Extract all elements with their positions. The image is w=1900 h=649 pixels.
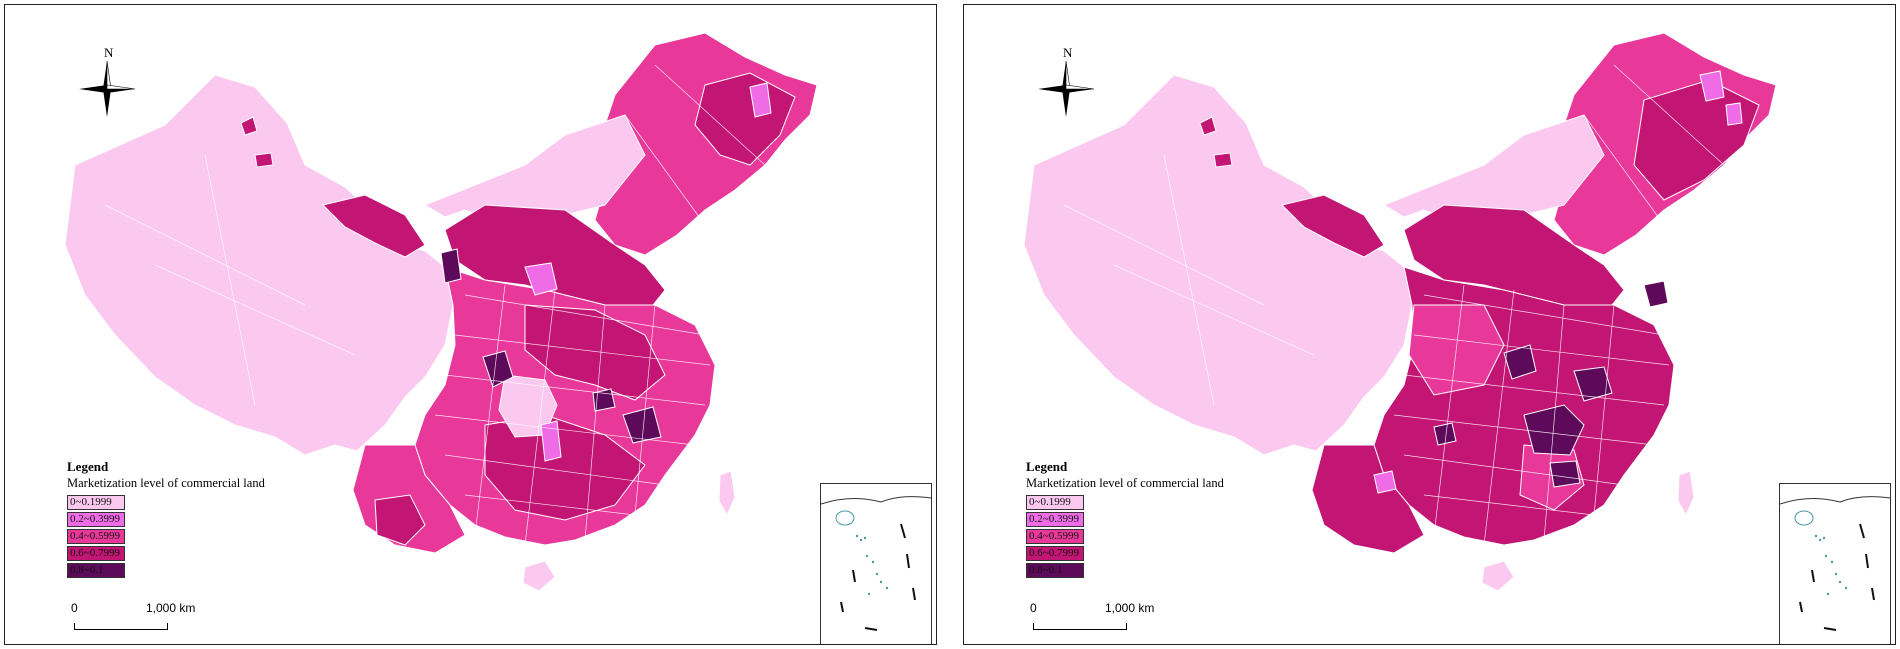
scale-distance-label: 1,000 km	[146, 601, 196, 615]
legend-label: 0.6~0.7999	[1029, 547, 1079, 559]
legend-label: 0.8~0.1	[70, 564, 104, 576]
legend-label: 0.2~0.3999	[70, 513, 120, 525]
north-arrow: N	[1036, 45, 1096, 125]
legend-swatch: 0.6~0.7999	[67, 546, 125, 561]
county-boundaries	[104, 64, 766, 546]
region-darkest-3	[622, 406, 662, 444]
region-darkest-3	[1573, 366, 1613, 402]
south-china-sea-inset	[1779, 483, 1891, 644]
region-darkest-5	[1433, 422, 1457, 446]
legend-item: 0.6~0.7999	[1026, 545, 1224, 562]
region-small-1	[1199, 116, 1217, 136]
legend-label: 0.6~0.7999	[70, 547, 120, 559]
region-darkest-1	[482, 350, 514, 388]
region-central-dark-1	[524, 304, 666, 401]
legend-swatch: 0~0.1999	[67, 495, 125, 510]
legend-item: 0.8~0.1	[1026, 562, 1224, 579]
north-arrow: N	[77, 45, 137, 125]
legend-swatch: 0.8~0.1	[67, 563, 125, 578]
legend-classes: 0~0.1999 0.2~0.3999 0.4~0.5999 0.6~0.7999 0.…	[1026, 494, 1224, 579]
region-gansu	[322, 194, 426, 258]
scale-line	[74, 623, 168, 630]
inset-map	[820, 496, 932, 631]
region-northeast-dark	[694, 72, 796, 166]
legend-label: 0~0.1999	[1029, 496, 1071, 508]
region-violet-3	[1373, 470, 1397, 494]
region-small-2	[254, 152, 274, 168]
legend-item: 0.2~0.3999	[67, 511, 265, 528]
region-central-dark-2	[484, 414, 646, 521]
region-taiwan	[718, 470, 736, 517]
region-small-1	[240, 116, 258, 136]
legend-title: Legend	[67, 459, 109, 474]
legend-item: 0~0.1999	[1026, 494, 1224, 511]
region-west	[1023, 74, 1413, 456]
inset-map	[1779, 496, 1891, 631]
scale-zero-label: 0	[1030, 601, 1037, 615]
legend-swatch: 0.6~0.7999	[1026, 546, 1084, 561]
legend-classes: 0~0.1999 0.2~0.3999 0.4~0.5999 0.6~0.7999 0.…	[67, 494, 265, 579]
legend-label: 0.8~0.1	[1029, 564, 1063, 576]
region-violet-3	[540, 420, 562, 462]
legend-item: 0.4~0.5999	[1026, 528, 1224, 545]
legend-item: 0~0.1999	[67, 494, 265, 511]
choropleth-map-right	[1023, 32, 1777, 592]
map-panel-right: N Legend Marketization level of commerci…	[963, 4, 1896, 645]
legend-label: 0.2~0.3999	[1029, 513, 1079, 525]
legend-subtitle: Marketization level of commercial land	[1026, 476, 1224, 490]
region-west	[64, 74, 454, 456]
region-hainan	[1481, 560, 1515, 592]
county-boundaries	[1063, 64, 1725, 546]
region-small-2	[1213, 152, 1233, 168]
scale-bar: 0 1,000 km	[1030, 601, 1170, 641]
legend-swatch: 0.8~0.1	[1026, 563, 1084, 578]
region-gansu	[1281, 194, 1385, 258]
scale-line	[1033, 623, 1127, 630]
choropleth-map-left	[64, 32, 818, 592]
region-violet-1	[1699, 70, 1725, 102]
region-taiwan	[1677, 470, 1695, 517]
region-darkest-6	[1643, 280, 1669, 308]
compass-icon	[79, 60, 136, 117]
legend-item: 0.4~0.5999	[67, 528, 265, 545]
north-label: N	[104, 45, 114, 60]
legend: Legend Marketization level of commercial…	[1026, 459, 1224, 579]
region-violet-2	[749, 82, 772, 118]
north-label: N	[1063, 45, 1073, 60]
region-darkest-2	[1523, 404, 1585, 456]
legend-subtitle: Marketization level of commercial land	[67, 476, 265, 490]
legend-label: 0~0.1999	[70, 496, 112, 508]
legend: Legend Marketization level of commercial…	[67, 459, 265, 579]
legend-swatch: 0.2~0.3999	[1026, 512, 1084, 527]
legend-item: 0.2~0.3999	[1026, 511, 1224, 528]
legend-swatch: 0~0.1999	[1026, 495, 1084, 510]
region-yunnan-dark	[374, 494, 426, 546]
legend-item: 0.8~0.1	[67, 562, 265, 579]
compass-icon	[1038, 60, 1095, 117]
legend-swatch: 0.4~0.5999	[67, 529, 125, 544]
legend-label: 0.4~0.5999	[70, 530, 120, 542]
region-darkest-4	[1549, 460, 1581, 488]
scale-bar: 0 1,000 km	[71, 601, 211, 641]
south-china-sea-inset	[820, 483, 932, 644]
legend-swatch: 0.4~0.5999	[1026, 529, 1084, 544]
region-darkest-4	[592, 388, 616, 412]
legend-label: 0.4~0.5999	[1029, 530, 1079, 542]
region-southwest	[1311, 444, 1425, 554]
scale-distance-label: 1,000 km	[1105, 601, 1155, 615]
region-hainan	[522, 560, 556, 592]
region-darkest-2	[440, 248, 462, 284]
legend-swatch: 0.2~0.3999	[67, 512, 125, 527]
legend-title: Legend	[1026, 459, 1068, 474]
legend-item: 0.6~0.7999	[67, 545, 265, 562]
map-panel-left: N Legend Marketization level of commerci…	[4, 4, 937, 645]
scale-zero-label: 0	[71, 601, 78, 615]
region-violet-2	[1725, 102, 1743, 126]
region-violet-1	[524, 262, 558, 296]
